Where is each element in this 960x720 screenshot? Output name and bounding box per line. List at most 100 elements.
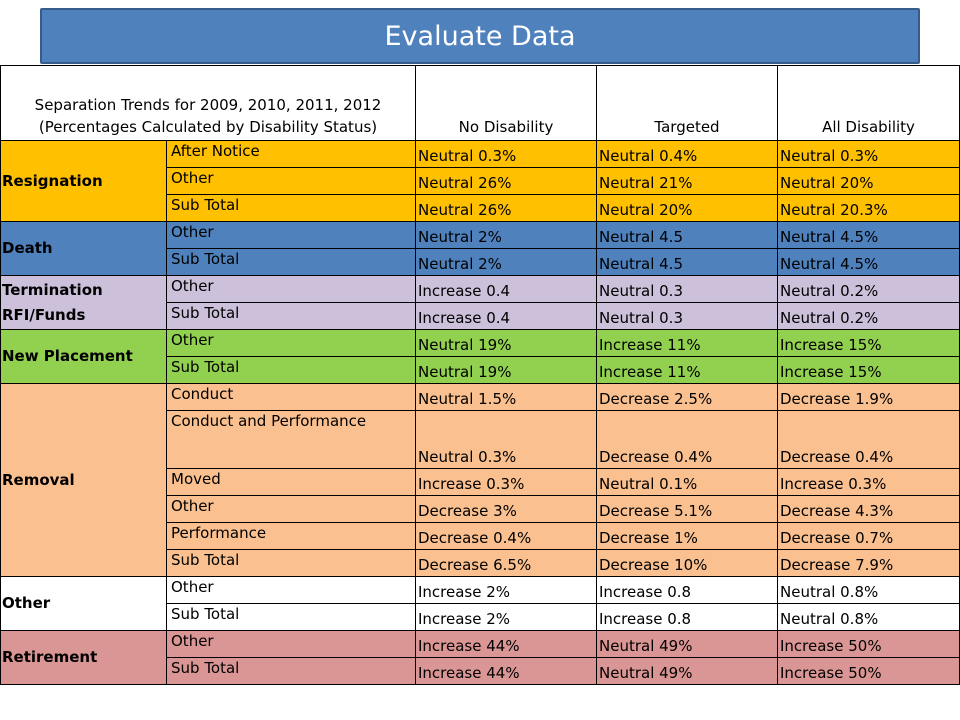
value-cell: Neutral 0.8% xyxy=(777,603,960,631)
value-cell: Increase 0.8 xyxy=(596,576,778,604)
value-cell: Neutral 0.4% xyxy=(596,140,778,168)
table-header-row: Separation Trends for 2009, 2010, 2011, … xyxy=(0,65,960,141)
value-cell: Neutral 49% xyxy=(596,630,778,658)
category-cell: Resignation xyxy=(0,140,167,222)
value-cell: Decrease 6.5% xyxy=(415,549,597,577)
table-row: Removal Conduct Neutral 1.5% Decrease 2.5% D… xyxy=(0,383,960,577)
subcategory-cell: Conduct xyxy=(166,383,416,411)
subcategory-cell: Sub Total xyxy=(166,194,416,222)
column-header-all-disability: All Disability xyxy=(777,65,960,141)
subcategory-cell: Other xyxy=(166,167,416,195)
table-row: Sub Total Neutral 2% Neutral 4.5 Neutral 4.… xyxy=(1,248,960,276)
value-cell: Neutral 1.5% xyxy=(415,383,597,411)
value-cell: Neutral 4.5 xyxy=(596,221,778,249)
value-cell: Neutral 0.2% xyxy=(777,302,960,330)
subcategory-cell: Performance xyxy=(166,522,416,550)
value-cell: Increase 0.3% xyxy=(415,468,597,496)
subcategory-cell: Sub Total xyxy=(166,549,416,577)
value-cell: Neutral 0.2% xyxy=(777,275,960,303)
value-cell: Neutral 26% xyxy=(415,167,597,195)
value-cell: Neutral 49% xyxy=(596,657,778,685)
value-cell: Decrease 0.4% xyxy=(777,410,960,469)
table-row: Death Other Neutral 2% Neutral 4.5 Neutral 4… xyxy=(0,221,960,276)
value-cell: Neutral 0.3% xyxy=(415,410,597,469)
value-cell: Neutral 0.8% xyxy=(777,576,960,604)
value-cell: Neutral 19% xyxy=(415,356,597,384)
column-header-no-disability: No Disability xyxy=(415,65,597,141)
table-row: Sub Total Neutral 26% Neutral 20% Neutral 2… xyxy=(1,194,960,222)
table-row: Conduct and Performance Neutral 0.3% Decre… xyxy=(1,410,960,469)
value-cell: Decrease 4.3% xyxy=(777,495,960,523)
value-cell: Neutral 20% xyxy=(777,167,960,195)
value-cell: Decrease 3% xyxy=(415,495,597,523)
table-row: Retirement Other Increase 44% Neutral 49% In… xyxy=(0,630,960,685)
category-cell: Termination RFI/Funds xyxy=(0,275,167,330)
value-cell: Increase 0.4 xyxy=(415,302,597,330)
value-cell: Decrease 2.5% xyxy=(596,383,778,411)
category-cell: New Placement xyxy=(0,329,167,384)
table-row: Performance Decrease 0.4% Decrease 1% Decre… xyxy=(1,522,960,550)
value-cell: Neutral 0.3% xyxy=(777,140,960,168)
table-row: Other Decrease 3% Decrease 5.1% Decrease 4.… xyxy=(1,495,960,523)
value-cell: Decrease 0.4% xyxy=(596,410,778,469)
value-cell: Increase 44% xyxy=(415,657,597,685)
category-cell: Retirement xyxy=(0,630,167,685)
subcategory-cell: Moved xyxy=(166,468,416,496)
value-cell: Increase 2% xyxy=(415,603,597,631)
value-cell: Decrease 1% xyxy=(596,522,778,550)
table-row: Resignation After Notice Neutral 0.3% Neutr… xyxy=(0,140,960,222)
subcategory-cell: Other xyxy=(166,329,416,357)
value-cell: Neutral 4.5% xyxy=(777,248,960,276)
value-cell: Neutral 0.3 xyxy=(596,302,778,330)
value-cell: Decrease 5.1% xyxy=(596,495,778,523)
value-cell: Neutral 4.5 xyxy=(596,248,778,276)
table-row: Other Neutral 26% Neutral 21% Neutral 20% xyxy=(1,167,960,195)
subcategory-cell: Conduct and Performance xyxy=(166,410,416,469)
value-cell: Decrease 0.7% xyxy=(777,522,960,550)
table-row: Moved Increase 0.3% Neutral 0.1% Increase 0… xyxy=(1,468,960,496)
subcategory-cell: Sub Total xyxy=(166,356,416,384)
subcategory-cell: After Notice xyxy=(166,140,416,168)
column-header-targeted: Targeted xyxy=(596,65,778,141)
subcategory-cell: Sub Total xyxy=(166,248,416,276)
value-cell: Increase 15% xyxy=(777,356,960,384)
table-row: Sub Total Increase 0.4 Neutral 0.3 Neutral … xyxy=(1,302,960,330)
value-cell: Increase 50% xyxy=(777,657,960,685)
value-cell: Increase 2% xyxy=(415,576,597,604)
value-cell: Decrease 0.4% xyxy=(415,522,597,550)
value-cell: Increase 15% xyxy=(777,329,960,357)
value-cell: Increase 0.4 xyxy=(415,275,597,303)
value-cell: Neutral 0.3 xyxy=(596,275,778,303)
value-cell: Neutral 20.3% xyxy=(777,194,960,222)
category-cell: Death xyxy=(0,221,167,276)
value-cell: Increase 0.3% xyxy=(777,468,960,496)
subcategory-cell: Sub Total xyxy=(166,603,416,631)
subcategory-cell: Sub Total xyxy=(166,657,416,685)
table-row: Termination RFI/Funds Other Increase 0.4 Ne… xyxy=(0,275,960,330)
value-cell: Neutral 4.5% xyxy=(777,221,960,249)
table-row: New Placement Other Neutral 19% Increase 11… xyxy=(0,329,960,384)
value-cell: Decrease 1.9% xyxy=(777,383,960,411)
table-caption: Separation Trends for 2009, 2010, 2011, … xyxy=(0,65,416,141)
value-cell: Increase 11% xyxy=(596,329,778,357)
value-cell: Neutral 21% xyxy=(596,167,778,195)
value-cell: Neutral 20% xyxy=(596,194,778,222)
value-cell: Increase 50% xyxy=(777,630,960,658)
value-cell: Neutral 2% xyxy=(415,221,597,249)
value-cell: Neutral 26% xyxy=(415,194,597,222)
value-cell: Decrease 7.9% xyxy=(777,549,960,577)
subcategory-cell: Other xyxy=(166,495,416,523)
page-title: Evaluate Data xyxy=(40,8,920,64)
subcategory-cell: Other xyxy=(166,275,416,303)
subcategory-cell: Other xyxy=(166,221,416,249)
subcategory-cell: Sub Total xyxy=(166,302,416,330)
value-cell: Neutral 0.3% xyxy=(415,140,597,168)
category-cell: Removal xyxy=(0,383,167,577)
value-cell: Increase 0.8 xyxy=(596,603,778,631)
value-cell: Increase 11% xyxy=(596,356,778,384)
value-cell: Decrease 10% xyxy=(596,549,778,577)
table-row: Other Other Increase 2% Increase 0.8 Neutral… xyxy=(0,576,960,631)
value-cell: Neutral 0.1% xyxy=(596,468,778,496)
subcategory-cell: Other xyxy=(166,576,416,604)
value-cell: Neutral 19% xyxy=(415,329,597,357)
